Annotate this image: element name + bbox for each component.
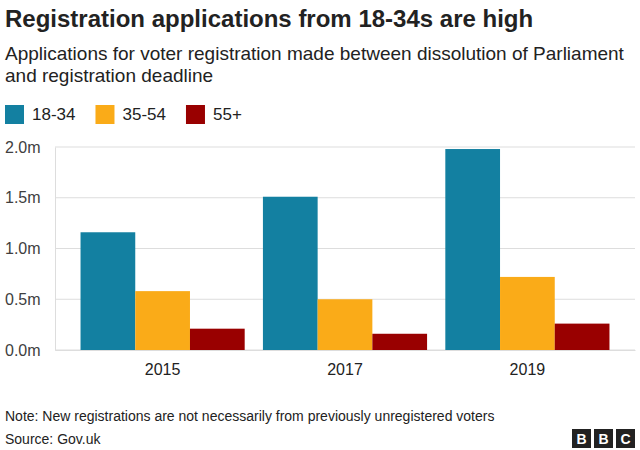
- note: Note: New registrations are not necessar…: [5, 408, 494, 424]
- x-tick-label: 2019: [510, 361, 546, 378]
- grid: [55, 147, 635, 350]
- grid-line: [55, 197, 635, 198]
- y-axis-line: [55, 148, 56, 351]
- legend-swatch: [5, 105, 24, 124]
- y-axis: 0.0m 0.5m 1.0m 1.5m 2.0m: [5, 139, 56, 359]
- logo-box: [616, 429, 635, 448]
- y-tick-label: 0.5m: [5, 291, 41, 308]
- y-tick-label: 0.0m: [5, 342, 41, 359]
- legend-label: 18-34: [32, 105, 75, 124]
- x-tick-label: 2015: [145, 361, 181, 378]
- bar: [190, 329, 245, 350]
- x-tick: 2015: [145, 350, 181, 378]
- x-tick: 2017: [327, 350, 363, 378]
- bar: [318, 299, 373, 350]
- legend-label: 55+: [213, 105, 242, 124]
- bar: [372, 334, 427, 350]
- bar-series: [135, 277, 554, 350]
- logo-box: [594, 429, 613, 448]
- title: Registration applications from 18-34s ar…: [5, 5, 533, 32]
- bar: [135, 291, 190, 350]
- chart-svg: Registration applications from 18-34s ar…: [0, 0, 640, 450]
- chart-container: Registration applications from 18-34s ar…: [0, 0, 640, 450]
- bar: [445, 149, 500, 350]
- grid-line: [55, 248, 635, 249]
- legend-swatch: [95, 105, 114, 124]
- y-tick: 1.0m: [5, 240, 55, 257]
- y-tick: 0.5m: [5, 291, 55, 308]
- x-tick: 2019: [510, 350, 546, 378]
- y-tick: 0.0m: [5, 342, 55, 359]
- bar-series: [190, 324, 609, 350]
- logo-text: BBC: [576, 431, 630, 447]
- y-tick: 2.0m: [5, 139, 55, 156]
- bars: [81, 149, 610, 350]
- bar: [81, 232, 136, 350]
- x-axis: 2015 2017 2019: [56, 350, 636, 378]
- legend-label: 35-54: [122, 105, 165, 124]
- legend-swatch: [186, 105, 205, 124]
- bar-series: [81, 149, 500, 350]
- x-tick-label: 2017: [327, 361, 363, 378]
- bar: [555, 324, 610, 350]
- source: Source: Gov.uk: [5, 431, 101, 447]
- logo-box: [572, 429, 591, 448]
- grid-line: [55, 147, 635, 148]
- y-tick-label: 1.5m: [5, 189, 41, 206]
- y-tick-label: 1.0m: [5, 240, 41, 257]
- bar: [263, 197, 318, 350]
- y-tick: 1.5m: [5, 189, 55, 206]
- legend: 18-34 35-54 55+: [5, 105, 242, 124]
- logo: BBC: [572, 429, 635, 448]
- subtitle: Applications for voter registration made…: [5, 43, 625, 86]
- x-axis-line: [56, 350, 636, 351]
- bar: [500, 277, 555, 350]
- y-tick-label: 2.0m: [5, 139, 41, 156]
